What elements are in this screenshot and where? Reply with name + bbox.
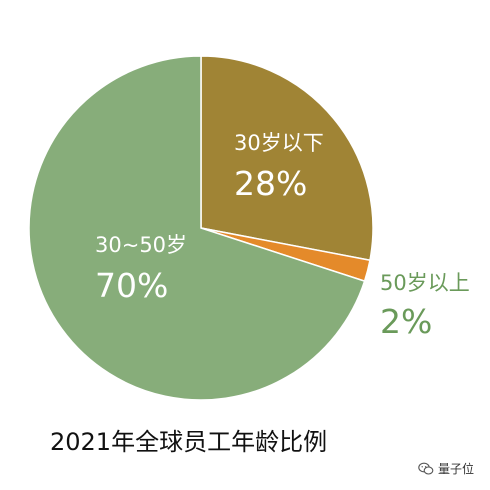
- slice-value-label: 2%: [380, 302, 432, 341]
- chart-title: 2021年全球员工年龄比例: [50, 428, 328, 456]
- slice-category-label: 50岁以上: [380, 271, 470, 295]
- pie-slice: [200, 55, 374, 262]
- slice-value-label: 28%: [234, 164, 307, 203]
- wechat-icon: [418, 462, 434, 475]
- watermark-text: 量子位: [438, 462, 475, 476]
- pie-slice: [28, 55, 366, 401]
- watermark: 量子位: [418, 460, 474, 477]
- slice-category-label: 30~50岁: [95, 233, 187, 257]
- slice-category-label: 30岁以下: [234, 131, 324, 155]
- slice-value-label: 70%: [95, 266, 168, 305]
- pie-chart: 30岁以下 28% 50岁以上 2% 30~50岁 70%: [28, 55, 470, 401]
